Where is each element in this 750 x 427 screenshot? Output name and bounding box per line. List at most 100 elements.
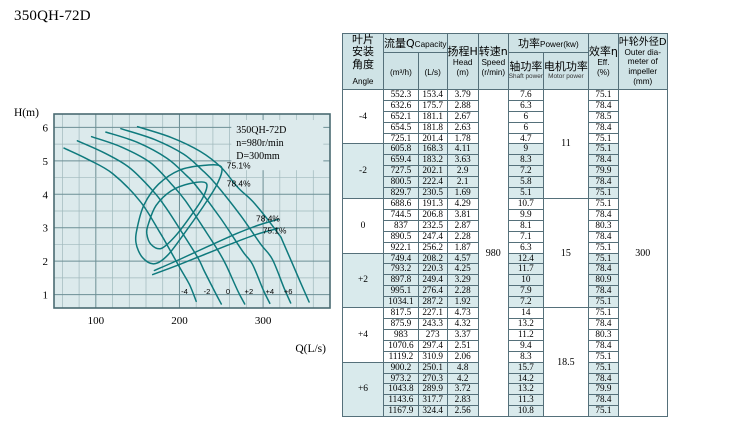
header-shaft-cn: 轴功率 xyxy=(509,60,543,74)
table-row: 983 273 3.37 11.2 80.3 xyxy=(343,328,668,341)
cell-efficiency: 80.9 xyxy=(587,274,619,287)
cell-capacity-m3h: 995.1 xyxy=(383,285,419,298)
blade-angle-label: +2 xyxy=(245,287,254,296)
cell-shaft-power: 7.6 xyxy=(507,88,544,101)
header-capacity-ls: (L/s) xyxy=(417,52,448,90)
head-curve xyxy=(76,140,223,305)
blade-angle-label: -2 xyxy=(204,287,211,296)
cell-head: 4.8 xyxy=(446,361,479,374)
cell-capacity-m3h: 897.8 xyxy=(383,274,419,287)
header-impeller-cn: 叶轮外径D xyxy=(618,36,667,48)
cell-shaft-power: 15.7 xyxy=(507,361,544,374)
cell-shaft-power: 10.8 xyxy=(507,405,544,418)
cell-capacity-m3h: 688.6 xyxy=(383,198,419,210)
cell-head: 3.79 xyxy=(446,88,479,101)
header-head-unit: (m) xyxy=(456,67,469,77)
header-motor-cn: 电机功率 xyxy=(543,60,588,74)
cell-shaft-power: 6.3 xyxy=(507,241,544,254)
cell-head: 2.63 xyxy=(446,121,479,134)
cell-capacity-ls: 181.8 xyxy=(417,121,448,134)
header-speed: 转速n Speed (r/min) xyxy=(477,33,509,90)
cell-capacity-ls: 289.9 xyxy=(417,383,448,396)
cell-capacity-ls: 183.2 xyxy=(417,154,448,167)
efficiency-label: 78.4% xyxy=(256,214,280,224)
cell-capacity-ls: 153.4 xyxy=(417,88,448,101)
efficiency-label: 75.1% xyxy=(227,161,251,171)
cell-shaft-power: 10.7 xyxy=(507,198,544,210)
cell-head: 3.81 xyxy=(446,208,479,221)
header-head: 扬程H Head (m) xyxy=(446,33,479,90)
cell-blade-angle: -4 xyxy=(342,88,384,145)
efficiency-curve xyxy=(151,227,279,276)
cell-capacity-ls: 227.1 xyxy=(417,307,448,319)
cell-head: 2.87 xyxy=(446,219,479,232)
cell-efficiency: 75.1 xyxy=(587,307,619,319)
table-row: 0 688.6 191.3 4.29 10.7 15 75.1 xyxy=(342,197,668,309)
cell-capacity-ls: 310.9 xyxy=(417,350,448,363)
cell-capacity-ls: 297.4 xyxy=(417,339,448,352)
header-power-en: Power(kw) xyxy=(540,40,579,49)
y-axis-tick-label: 2 xyxy=(43,256,49,268)
cell-blade-angle: -2 xyxy=(342,143,384,199)
cell-capacity-m3h: 837 xyxy=(383,219,419,232)
cell-capacity-m3h: 654.5 xyxy=(383,121,419,134)
cell-shaft-power: 9 xyxy=(507,143,544,156)
cell-head: 1.78 xyxy=(446,132,479,145)
table-row: 800.5 222.4 2.1 5.8 78.4 xyxy=(343,176,668,189)
header-power: 功率Power(kw) xyxy=(507,33,589,53)
cell-capacity-m3h: 632.6 xyxy=(383,99,419,112)
cell-shaft-power: 6 xyxy=(507,121,544,134)
cell-head: 1.69 xyxy=(446,187,479,199)
cell-blade-angle: +4 xyxy=(342,307,384,363)
cell-capacity-ls: 202.1 xyxy=(417,165,448,178)
cell-capacity-m3h: 652.1 xyxy=(383,110,419,123)
cell-efficiency: 75.1 xyxy=(587,252,619,265)
cell-capacity-ls: 208.2 xyxy=(417,252,448,265)
performance-chart: 1 2 3 4 5 6 100 200 300 H(m) Q(L/s) 350QH-72D n=980r… xyxy=(8,100,338,360)
cell-efficiency: 78.4 xyxy=(587,99,619,112)
header-eff-unit: (%) xyxy=(597,67,610,77)
cell-efficiency: 75.1 xyxy=(587,350,619,363)
table-row: +2 749.4 208.2 4.57 12.4 75.1 xyxy=(342,252,668,309)
legend-model: 350QH-72D xyxy=(236,125,286,136)
cell-head: 2.28 xyxy=(446,230,479,243)
cell-capacity-m3h: 605.8 xyxy=(383,143,419,156)
cell-head: 2.06 xyxy=(446,350,479,363)
cell-capacity-m3h: 983 xyxy=(383,328,419,341)
cell-head: 3.29 xyxy=(446,274,479,287)
cell-capacity-m3h: 1043.8 xyxy=(383,383,419,396)
cell-efficiency: 75.1 xyxy=(587,143,619,156)
cell-shaft-power: 9.9 xyxy=(507,208,544,221)
header-speed-unit: (r/min) xyxy=(481,67,506,77)
table-row: +6 900.2 250.1 4.8 15.7 75.1 xyxy=(342,361,668,418)
cell-capacity-m3h: 800.5 xyxy=(383,176,419,189)
cell-head: 4.11 xyxy=(446,143,479,156)
header-impeller-en-3: impeller xyxy=(628,67,658,77)
table-row: -4 552.3 153.4 3.79 980 7.6 11 75.1 300 xyxy=(342,88,668,418)
cell-shaft-power: 7.2 xyxy=(507,296,544,309)
header-capacity-m3h: (m³/h) xyxy=(383,52,419,90)
cell-capacity-m3h: 817.5 xyxy=(383,307,419,319)
header-angle-cn-2: 安装 xyxy=(352,45,374,59)
cell-shaft-power: 14.2 xyxy=(507,372,544,385)
cell-efficiency: 78.4 xyxy=(587,208,619,221)
cell-capacity-m3h: 1119.2 xyxy=(383,350,419,363)
cell-impeller-diameter: 300 xyxy=(617,88,668,418)
cell-capacity-ls: 256.2 xyxy=(417,241,448,254)
cell-head: 4.25 xyxy=(446,263,479,276)
cell-efficiency: 75.1 xyxy=(587,187,619,199)
header-capacity-cn: 流量Q xyxy=(384,37,415,50)
cell-blade-angle: +2 xyxy=(342,252,384,309)
cell-blade-angle: 0 xyxy=(342,198,384,254)
cell-head: 2.51 xyxy=(446,339,479,352)
cell-efficiency: 78.4 xyxy=(587,230,619,243)
header-efficiency: 效率η Eff. (%) xyxy=(587,33,619,90)
cell-capacity-ls: 191.3 xyxy=(417,198,448,210)
cell-efficiency: 75.1 xyxy=(587,296,619,309)
cell-shaft-power: 7.1 xyxy=(507,230,544,243)
cell-capacity-ls: 230.5 xyxy=(417,187,448,199)
cell-motor-power: 18.5 xyxy=(542,307,589,418)
cell-efficiency: 75.1 xyxy=(587,405,619,418)
header-motor-power: 电机功率 Motor power xyxy=(542,52,589,90)
blade-angle-label: -4 xyxy=(181,287,188,296)
